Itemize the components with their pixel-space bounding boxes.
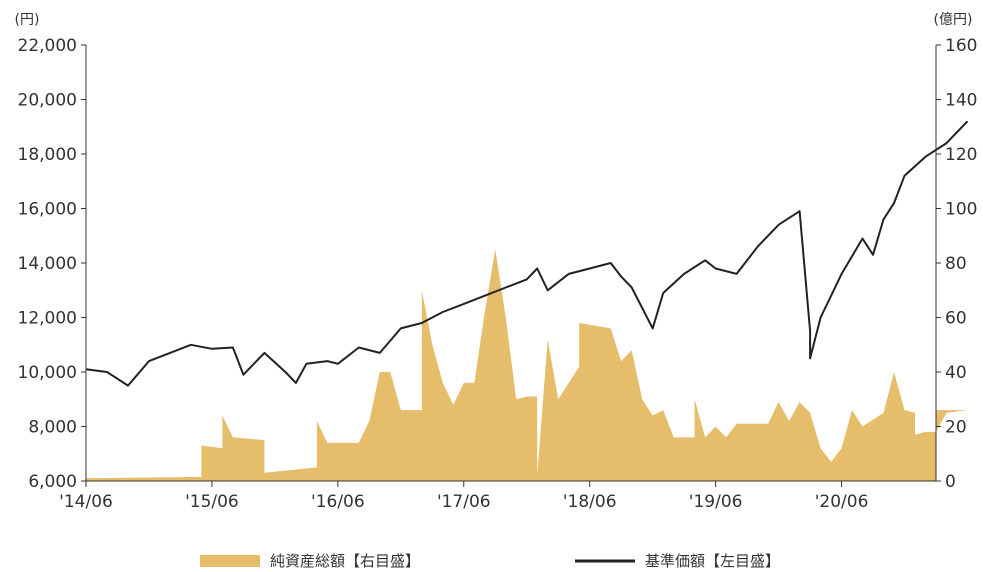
right-tick-label: 80	[945, 254, 967, 274]
right-tick-label: 120	[945, 145, 977, 165]
left-tick-label: 6,000	[28, 472, 77, 492]
left-tick-label: 20,000	[18, 91, 77, 111]
x-tick-label: '20/06	[815, 492, 869, 512]
legend: 純資産総額【右目盛】 基準価額【左目盛】	[200, 552, 780, 570]
series-area-net-assets	[86, 249, 968, 481]
right-tick-label: 140	[945, 91, 977, 111]
x-tick-label: '17/06	[437, 492, 491, 512]
x-tick-label: '18/06	[563, 492, 617, 512]
legend-label-nav: 基準価額【左目盛】	[645, 552, 780, 570]
left-tick-label: 14,000	[18, 254, 77, 274]
x-tick-label: '14/06	[59, 492, 113, 512]
right-tick-label: 160	[945, 36, 977, 56]
left-tick-label: 22,000	[18, 36, 77, 56]
x-tick-label: '19/06	[689, 492, 743, 512]
left-tick-label: 10,000	[18, 363, 77, 383]
left-tick-label: 12,000	[18, 309, 77, 329]
plot-area	[86, 121, 968, 481]
right-tick-label: 40	[945, 363, 967, 383]
series-line-nav	[86, 121, 968, 385]
legend-swatch-net-assets	[200, 555, 260, 567]
x-tick-label: '16/06	[311, 492, 365, 512]
left-tick-label: 8,000	[28, 418, 77, 438]
left-tick-label: 16,000	[18, 200, 77, 220]
right-axis-unit: (億円)	[934, 12, 973, 28]
right-tick-label: 100	[945, 200, 977, 220]
right-tick-label: 60	[945, 309, 967, 329]
right-tick-label: 20	[945, 418, 967, 438]
legend-label-net-assets: 純資産総額【右目盛】	[270, 552, 420, 570]
left-axis-unit: (円)	[15, 12, 40, 28]
x-tick-label: '15/06	[185, 492, 239, 512]
left-tick-label: 18,000	[18, 145, 77, 165]
right-tick-label: 0	[945, 472, 956, 492]
